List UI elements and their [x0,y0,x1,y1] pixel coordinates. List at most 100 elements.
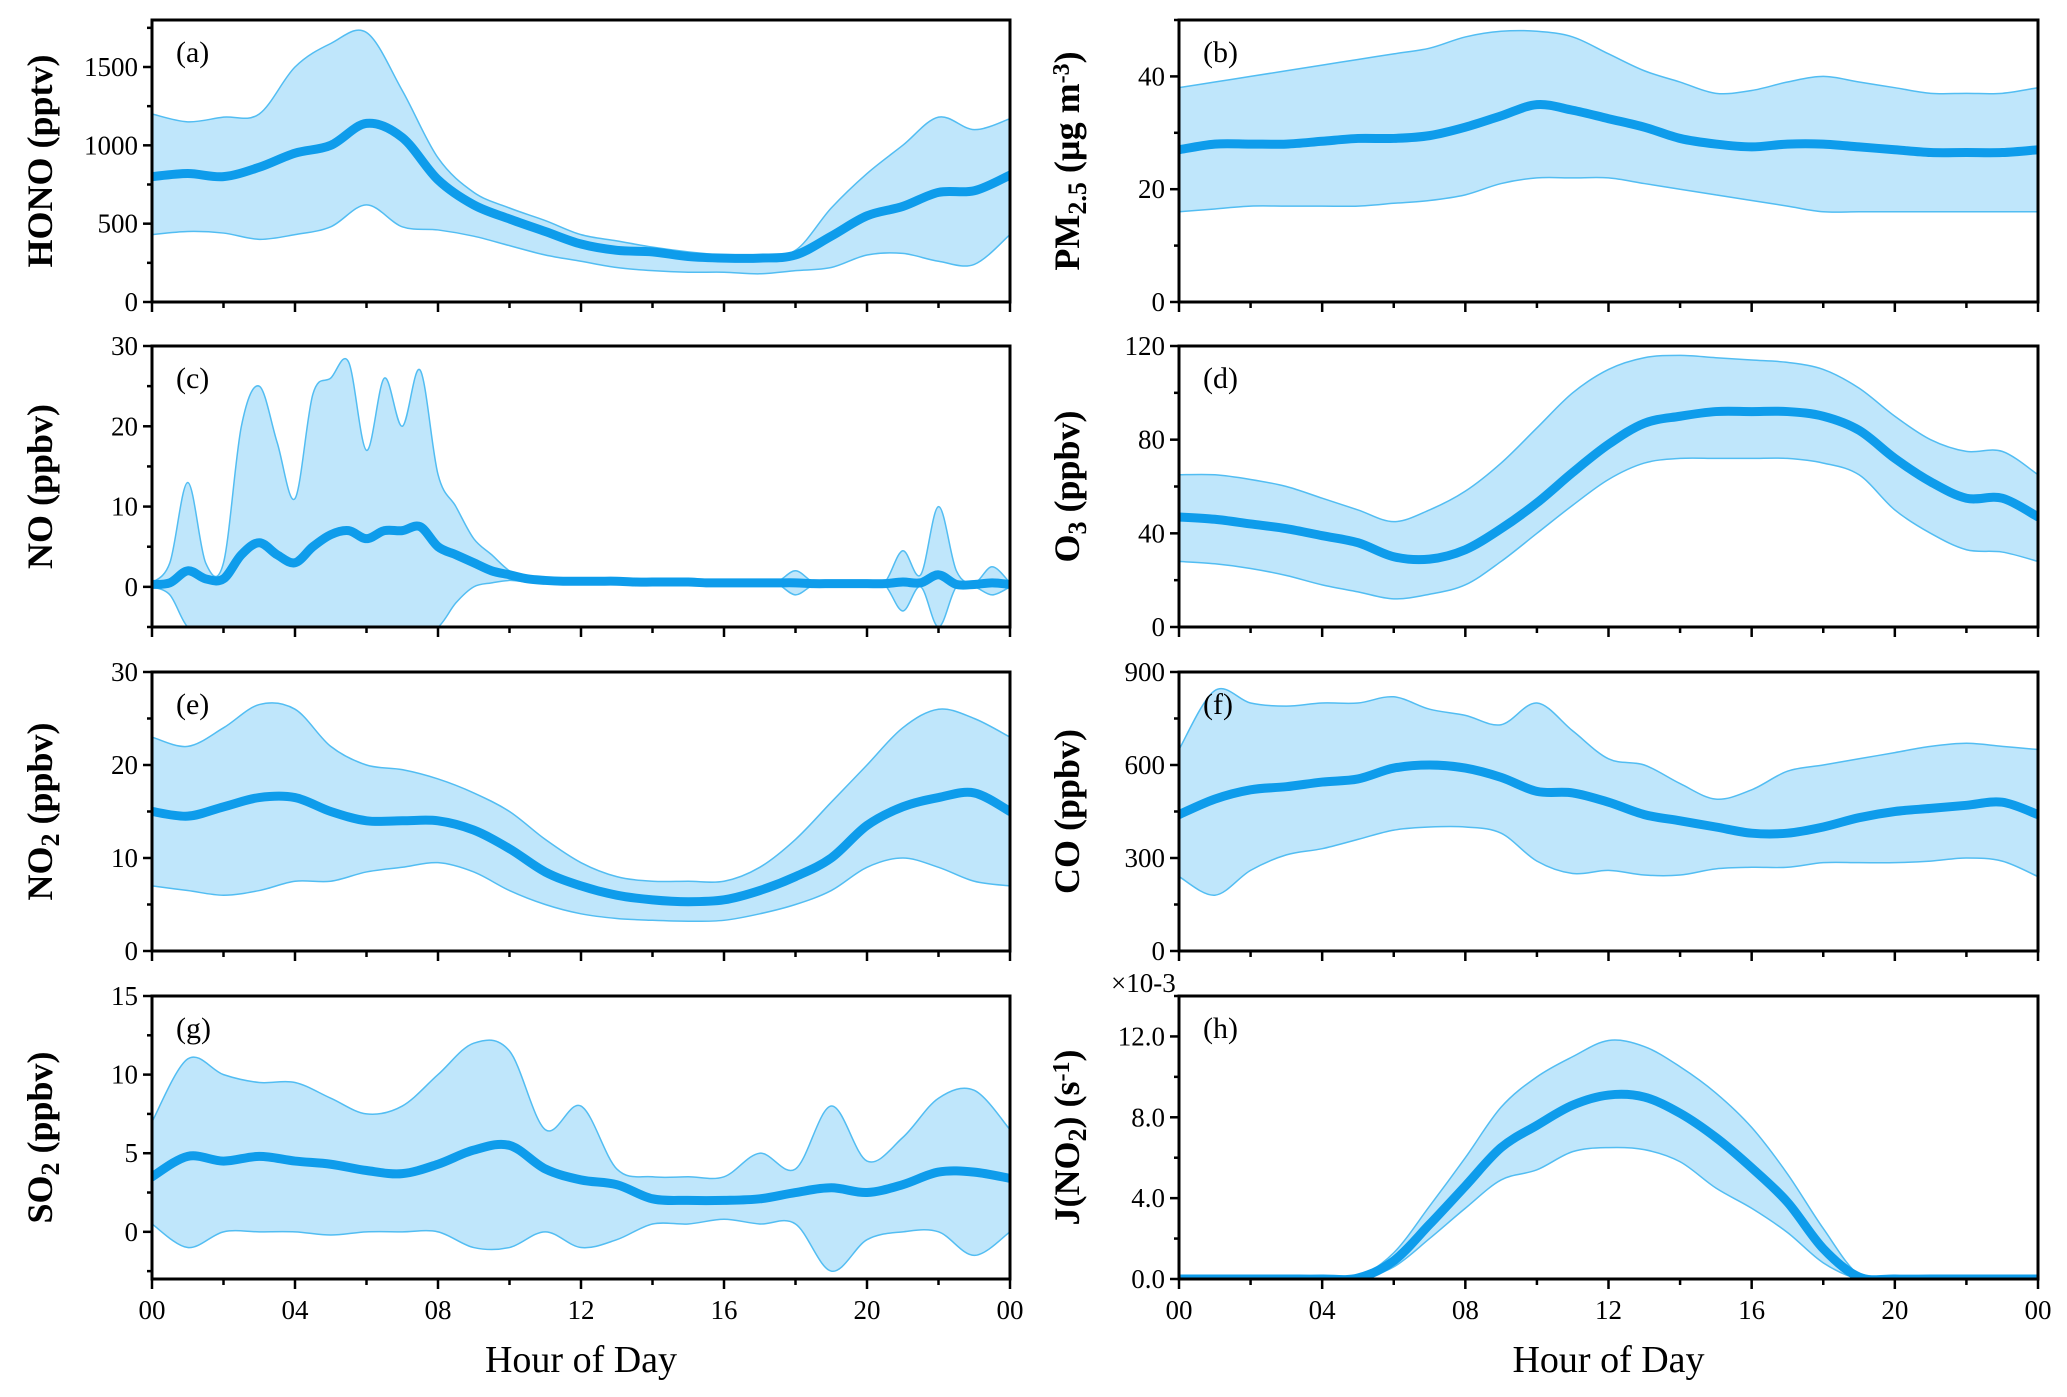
y-label-text: ) [1047,1050,1087,1062]
y-tick-label: 0 [1152,612,1166,642]
plot-area [1179,688,2038,896]
y-label-text: ) (s [1047,1082,1087,1129]
y-tick-label: 0 [125,936,139,966]
y-scale-multiplier: ×10-3 [1111,968,1176,998]
y-label-subscript: 2 [36,834,65,847]
y-tick-label: 8.0 [1131,1102,1165,1132]
y-tick-label: 120 [1125,331,1166,361]
std-band [152,358,1010,627]
y-label-text: NO [20,847,60,901]
y-tick-label: 900 [1125,657,1166,687]
y-tick-label: 0.0 [1131,1264,1165,1294]
panel-label: (e) [176,688,209,721]
panel-h: 0.0 4.0 8.0 12.0 00 04 08 12 16 20 00 Hour of Day (h… [1047,968,2052,1381]
plot-area [152,357,1010,627]
x-tick-label: 00 [139,1295,166,1325]
mean-line [152,521,1010,590]
y-axis-label: HONO (pptv) [20,54,60,267]
y-label-subscript: 2.5 [1063,182,1092,215]
x-axis-label: Hour of Day [1512,1339,1704,1381]
std-band [1179,1040,2038,1279]
std-band [152,1040,1010,1272]
panel-label: (a) [176,36,209,69]
std-band-lower-edge [1179,825,2038,896]
y-label-text: CO (ppbv) [1047,729,1087,894]
x-tick-label: 16 [711,1295,738,1325]
panel-e: 0 10 20 30 (e) NO2 (ppbv) [20,657,1012,966]
panel-a: 0 500 1000 1500 (a) HONO (pptv) [20,18,1012,317]
std-band-upper-edge [152,702,1010,884]
std-band-upper-edge [152,29,1010,257]
y-label-text: NO (ppbv) [20,404,60,569]
y-tick-label: 15 [111,981,138,1011]
y-label-subscript: 2 [1063,1129,1092,1142]
y-tick-label: 80 [1138,425,1165,455]
y-label-text: HONO (pptv) [20,54,60,267]
y-label-text: (ppbv) [1047,410,1087,521]
y-tick-label: 30 [111,657,138,687]
std-band-upper-edge [1179,29,2038,95]
panel-label: (h) [1203,1012,1238,1045]
panel-label: (d) [1203,362,1238,395]
y-tick-label: 300 [1125,843,1166,873]
panel-f: 0 300 600 900 (f) CO (ppbv) [1047,657,2040,966]
y-tick-label: 0 [125,1217,139,1247]
x-tick-label: 08 [425,1295,452,1325]
std-band-upper-edge [1179,688,2038,800]
std-band [152,30,1010,274]
std-band [152,702,1010,922]
plot-area [152,1039,1010,1272]
panel-d: 0 40 80 120 (d) O3 (ppbv) [1047,331,2040,642]
y-label-superscript: -3 [1049,63,1075,83]
y-axis-label: NO (ppbv) [20,404,60,569]
x-tick-label: 04 [1309,1295,1337,1325]
y-label-superscript: -1 [1049,1062,1075,1082]
plot-area [1179,1039,2038,1279]
x-tick-label: 20 [1881,1295,1908,1325]
y-tick-label: 0 [1152,287,1166,317]
y-tick-label: 20 [111,750,138,780]
std-band-lower-edge [1179,1146,2038,1279]
plot-area [152,29,1010,275]
y-label-subscript: 3 [1063,522,1092,535]
y-tick-label: 0 [125,287,139,317]
y-label-text: O [1047,535,1087,563]
y-axis-label: SO2 (ppbv) [20,1051,65,1223]
y-tick-label: 10 [111,1060,138,1090]
y-tick-label: 30 [111,331,138,361]
x-axis-label: Hour of Day [485,1339,677,1381]
std-band-lower-edge [152,1218,1010,1272]
y-axis-label: CO (ppbv) [1047,729,1087,894]
y-tick-label: 40 [1138,61,1165,91]
std-band-lower-edge [1179,457,2038,600]
y-label-text: SO [20,1176,60,1224]
y-label-text: (ppbv) [20,722,60,833]
panel-label: (c) [176,362,209,395]
y-label-subscript: 2 [36,1163,65,1176]
panel-c: 0 10 20 30 (c) NO (ppbv) [20,331,1012,637]
mean-line [1179,406,2038,565]
y-tick-label: 20 [111,411,138,441]
mean-line [152,787,1010,907]
x-tick-label: 08 [1452,1295,1479,1325]
x-tick-label: 16 [1738,1295,1765,1325]
std-band [1179,355,2038,599]
y-tick-label: 500 [98,209,139,239]
y-tick-label: 600 [1125,750,1166,780]
plot-area [1179,29,2038,213]
x-tick-label: 12 [568,1295,595,1325]
y-tick-label: 40 [1138,518,1165,548]
y-tick-label: 12.0 [1118,1021,1165,1051]
y-label-text: ) [1047,51,1087,63]
y-label-text: (ppbv) [20,1051,60,1162]
y-tick-label: 20 [1138,174,1165,204]
y-axis-label: NO2 (ppbv) [20,722,65,900]
mean-line [1179,1089,2038,1279]
x-tick-label: 04 [282,1295,310,1325]
panel-label: (b) [1203,36,1238,69]
y-label-text: J(NO [1047,1142,1087,1226]
mean-line [152,1139,1010,1206]
mean-line [1179,99,2038,158]
y-tick-label: 0 [125,572,139,602]
